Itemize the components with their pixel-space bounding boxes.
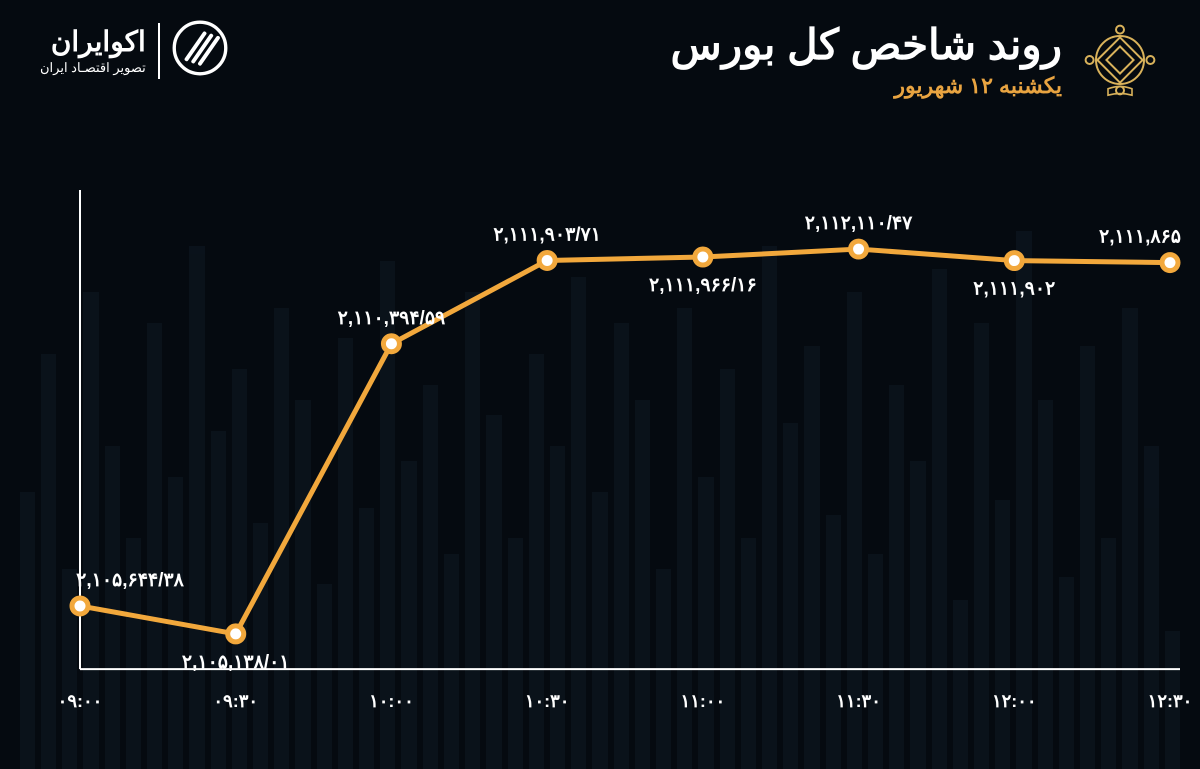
x-axis-label: ۱۱:۳۰ xyxy=(836,691,881,711)
title-block: روند شاخص کل بورس یکشنبه ۱۲ شهریور xyxy=(671,20,1160,100)
data-point xyxy=(539,252,555,268)
exchange-logo-icon xyxy=(1080,20,1160,100)
chart-subtitle: یکشنبه ۱۲ شهریور xyxy=(671,73,1062,99)
data-point xyxy=(851,241,867,257)
data-line xyxy=(80,249,1170,634)
value-label: ۲,۱۱۱,۹۶۶/۱۶ xyxy=(649,275,757,296)
value-label: ۲,۱۱۱,۹۰۳/۷۱ xyxy=(493,225,601,246)
x-axis-label: ۱۰:۳۰ xyxy=(525,691,570,711)
brand-block: اکوایران تصویر اقتصـاد ایران xyxy=(40,20,228,81)
chart-title: روند شاخص کل بورس xyxy=(671,20,1062,69)
x-axis-label: ۱۲:۳۰ xyxy=(1148,691,1193,711)
data-point xyxy=(383,336,399,352)
value-label: ۲,۱۰۵,۶۴۴/۳۸ xyxy=(76,570,184,591)
value-label: ۲,۱۰۵,۱۳۸/۰۱ xyxy=(182,652,290,673)
x-axis-label: ۰۹:۳۰ xyxy=(213,691,258,711)
brand-logo-icon xyxy=(172,20,228,81)
brand-name: اکوایران xyxy=(40,25,146,58)
x-axis-label: ۰۹:۰۰ xyxy=(58,691,103,711)
line-chart: ۲,۱۰۵,۶۴۴/۳۸ ۲,۱۰۵,۱۳۸/۰۱ ۲,۱۱۰,۳۹۴/۵۹ ۲,۱۱… xyxy=(50,180,1190,739)
data-point xyxy=(1006,253,1022,269)
data-point xyxy=(228,626,244,642)
x-axis-label: ۱۲:۰۰ xyxy=(992,691,1037,711)
data-point xyxy=(1162,255,1178,271)
data-point xyxy=(72,598,88,614)
x-axis-label: ۱۰:۰۰ xyxy=(369,691,414,711)
brand-tagline: تصویر اقتصـاد ایران xyxy=(40,60,146,76)
page: روند شاخص کل بورس یکشنبه ۱۲ شهریور اکوای… xyxy=(0,0,1200,769)
header: روند شاخص کل بورس یکشنبه ۱۲ شهریور اکوای… xyxy=(0,20,1200,130)
value-label: ۲,۱۱۰,۳۹۴/۵۹ xyxy=(338,308,446,329)
value-label: ۲,۱۱۲,۱۱۰/۴۷ xyxy=(805,213,913,234)
x-axis-label: ۱۱:۰۰ xyxy=(681,691,726,711)
brand-divider xyxy=(158,23,160,79)
value-label: ۲,۱۱۱,۹۰۲ xyxy=(973,279,1055,300)
data-point xyxy=(695,249,711,265)
value-label: ۲,۱۱۱,۸۶۵ xyxy=(1099,227,1181,248)
